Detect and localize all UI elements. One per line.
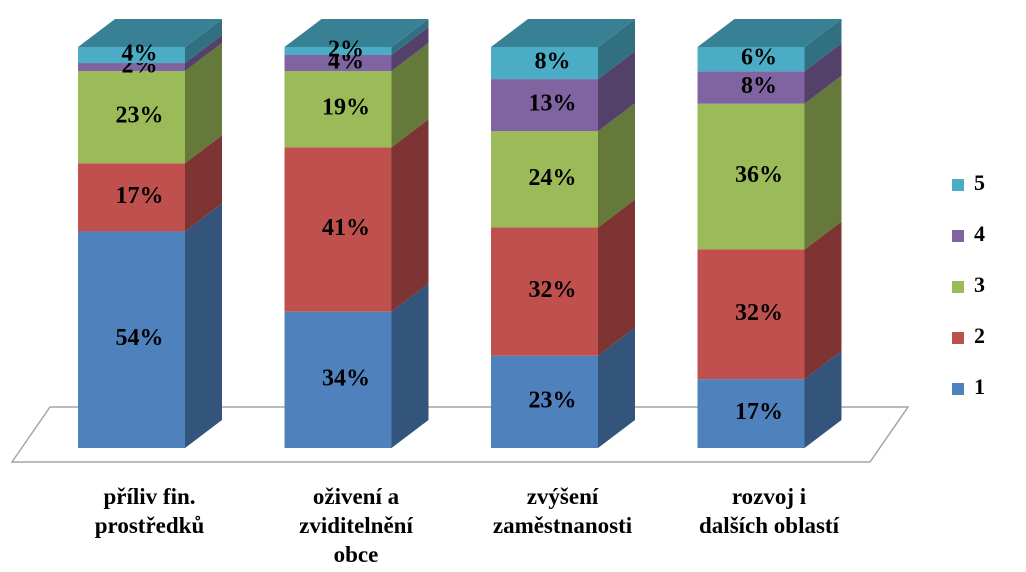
bar-side: [391, 43, 429, 148]
bar: [78, 163, 185, 232]
bar: [284, 47, 392, 56]
bar-top: [284, 19, 429, 47]
value-label: 19%: [322, 95, 370, 121]
bar-side: [804, 43, 842, 104]
x-tick-label: příliv fin. prostředků: [94, 484, 205, 538]
legend-swatch: [952, 179, 964, 191]
bar-side: [598, 51, 635, 132]
bar-top: [697, 19, 842, 47]
bar: [697, 249, 805, 380]
bar: [697, 71, 805, 104]
bar: [284, 147, 392, 312]
bar-side: [391, 119, 429, 312]
value-label: 24%: [529, 165, 577, 191]
bar: [697, 103, 805, 250]
value-label: 36%: [735, 162, 783, 188]
bar: [284, 311, 392, 448]
legend-swatch: [952, 281, 964, 293]
value-label: 32%: [735, 300, 783, 326]
bar: [697, 47, 805, 72]
bar: [491, 227, 598, 356]
legend-label: 1: [974, 374, 985, 399]
bar-side: [391, 283, 429, 448]
value-label: 13%: [529, 91, 577, 117]
value-label: 4%: [122, 41, 158, 67]
bar: [78, 231, 185, 448]
value-label: 41%: [322, 215, 370, 241]
bar: [491, 131, 598, 228]
value-label: 6%: [741, 45, 777, 71]
bar-side: [185, 43, 222, 164]
bar-side: [598, 327, 635, 448]
value-label: 17%: [116, 183, 164, 209]
value-label: 2%: [328, 37, 364, 63]
value-label: 34%: [322, 365, 370, 391]
bar: [491, 79, 598, 132]
legend-label: 2: [974, 323, 985, 348]
x-tick-label: zvýšení zaměstnanosti: [492, 484, 633, 538]
legend-label: 4: [974, 221, 985, 246]
bar-side: [598, 199, 635, 356]
bar-side: [598, 19, 635, 80]
bar-side: [391, 27, 429, 72]
bar-side: [804, 75, 842, 250]
bar: [491, 47, 598, 80]
bar-side: [185, 203, 222, 448]
legend-swatch: [952, 383, 964, 395]
x-tick-label: oživení a zviditelnění obce: [299, 484, 413, 567]
bar-side: [185, 135, 222, 232]
x-tick-label: rozvoj i dalších oblastí: [699, 484, 839, 538]
bar: [491, 355, 598, 448]
value-label: 8%: [535, 49, 571, 75]
bar-side: [185, 19, 222, 64]
value-label: 17%: [735, 399, 783, 425]
bar-top: [491, 19, 635, 47]
bar: [284, 71, 392, 148]
floor: [10, 406, 910, 463]
bar-side: [598, 103, 635, 228]
bar-side: [185, 35, 222, 72]
legend-label: 5: [974, 170, 985, 195]
bar: [78, 63, 185, 72]
value-label: 23%: [529, 387, 577, 413]
bar-side: [804, 221, 842, 380]
legend-swatch: [952, 332, 964, 344]
legend-swatch: [952, 230, 964, 242]
value-label: 23%: [116, 103, 164, 129]
bar: [284, 55, 392, 72]
legend-label: 3: [974, 272, 985, 297]
value-label: 32%: [529, 277, 577, 303]
bar-side: [804, 351, 842, 448]
bar-side: [391, 19, 429, 56]
bar: [78, 71, 185, 164]
bar: [78, 47, 185, 64]
bar-top: [78, 19, 222, 47]
bar-side: [804, 19, 842, 72]
value-label: 54%: [116, 325, 164, 351]
value-label: 8%: [741, 73, 777, 99]
bar: [697, 379, 805, 448]
